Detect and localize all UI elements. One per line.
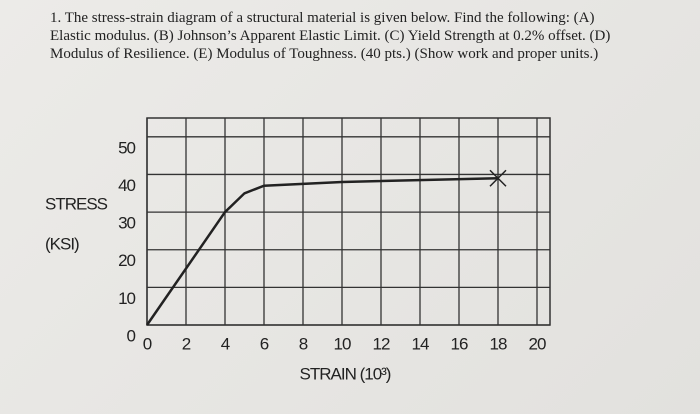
x-tick-label: 16 <box>451 334 468 353</box>
y-tick-label: 10 <box>118 289 135 308</box>
x-tick-label: 0 <box>143 334 152 353</box>
x-tick-label: 4 <box>221 334 230 353</box>
fracture-marker <box>489 169 507 187</box>
x-tick-label: 14 <box>412 334 429 353</box>
y-tick-label: 20 <box>118 251 135 270</box>
y-tick-label: 30 <box>118 214 135 233</box>
x-tick-label: 18 <box>490 334 507 353</box>
question-line: Modulus of Resilience. (E) Modulus of To… <box>50 46 599 62</box>
x-tick-label: 8 <box>299 334 308 353</box>
x-axis-label: STRAIN (10³) <box>300 364 391 383</box>
question-line: 1. The stress-strain diagram of a struct… <box>50 10 595 26</box>
x-tick-label: 20 <box>529 334 546 353</box>
stress-strain-curve <box>145 176 499 326</box>
y-tick-label: 0 <box>127 326 136 345</box>
x-tick-label: 10 <box>334 334 351 353</box>
y-tick-label: 40 <box>118 176 135 195</box>
x-tick-label: 6 <box>260 334 269 353</box>
x-tick-label: 2 <box>182 334 191 353</box>
y-tick-label: 50 <box>118 138 135 157</box>
question-line: Elastic modulus. (B) Johnson’s Apparent … <box>50 28 611 44</box>
y-axis-label: (KSI) <box>45 234 79 253</box>
y-axis-label: STRESS <box>45 194 108 213</box>
plot-frame <box>146 117 551 326</box>
question: 1. The stress-strain diagram of a struct… <box>50 9 610 63</box>
x-tick-label: 12 <box>373 334 390 353</box>
